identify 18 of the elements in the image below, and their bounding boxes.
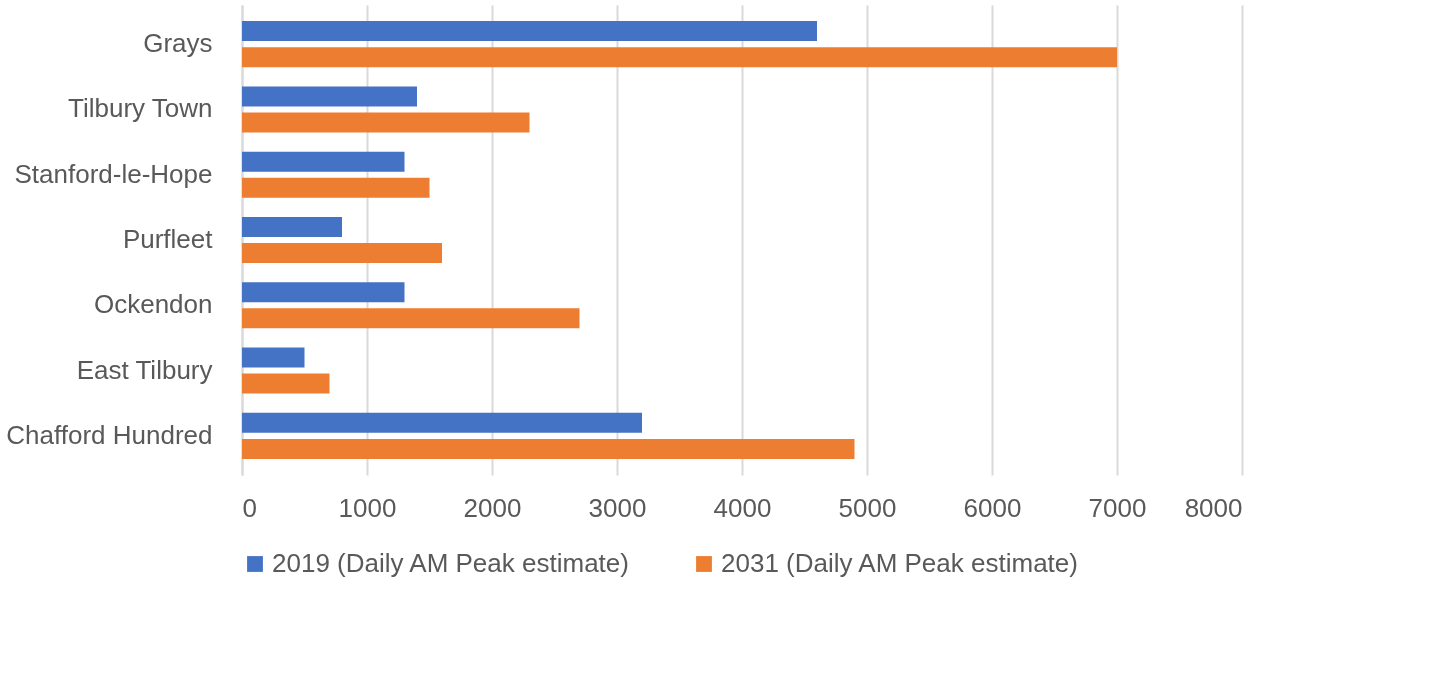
legend-label: 2031 (Daily AM Peak estimate) xyxy=(721,548,1078,578)
y-tick-label: Chafford Hundred xyxy=(6,419,213,450)
y-tick-label: East Tilbury xyxy=(76,354,213,385)
legend-label: 2019 (Daily AM Peak estimate) xyxy=(272,548,629,578)
x-tick-label: 5000 xyxy=(838,492,897,523)
y-tick-label: Purfleet xyxy=(122,224,214,254)
y-tick-label: Stanford-le-Hope xyxy=(14,158,213,189)
y-tick-label: Tilbury Town xyxy=(68,93,213,124)
x-tick-label: 8000 xyxy=(1184,492,1243,523)
x-tick-label: 3000 xyxy=(588,492,647,523)
x-tick-label: 0 xyxy=(242,492,257,523)
y-tick-label: Grays xyxy=(143,28,213,59)
x-tick-label: 6000 xyxy=(963,492,1022,523)
x-tick-label: 2000 xyxy=(463,492,522,523)
x-tick-label: 4000 xyxy=(713,492,772,523)
x-tick-label: 7000 xyxy=(1088,492,1147,523)
y-tick-label: Ockendon xyxy=(93,289,213,320)
x-tick-label: 1000 xyxy=(338,492,397,523)
